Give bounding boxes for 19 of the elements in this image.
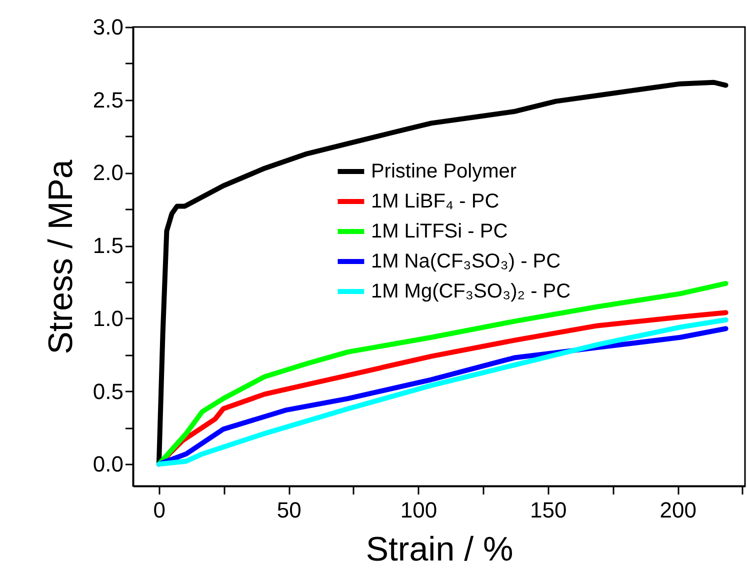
legend-label: 1M Mg(CF₃SO₃)₂ - PC [370, 280, 571, 303]
y-tick-label: 0.5 [92, 378, 124, 404]
y-tick-label: 0.0 [92, 452, 124, 477]
y-tick-label: 2.0 [92, 160, 124, 186]
x-tick-label: 50 [276, 498, 302, 522]
legend-label: 1M LiBF₄ - PC [370, 190, 500, 213]
legend-label: Pristine Polymer [370, 160, 517, 183]
legend-label: 1M Na(CF₃SO₃) - PC [370, 250, 561, 273]
y-tick-label: 3.0 [92, 14, 124, 40]
x-tick-label: 150 [530, 498, 567, 522]
y-tick-label: 2.5 [92, 87, 124, 112]
y-axis-title: Stress / MPa [42, 160, 80, 354]
x-tick-label: 200 [660, 498, 696, 522]
y-tick-label: 1.5 [92, 233, 124, 258]
x-tick-label: 100 [400, 498, 438, 522]
x-tick-label: 0 [153, 498, 166, 522]
x-axis-title: Strain / % [366, 530, 514, 568]
legend-label: 1M LiTFSi - PC [370, 220, 508, 243]
y-tick-label: 1.0 [92, 306, 124, 331]
